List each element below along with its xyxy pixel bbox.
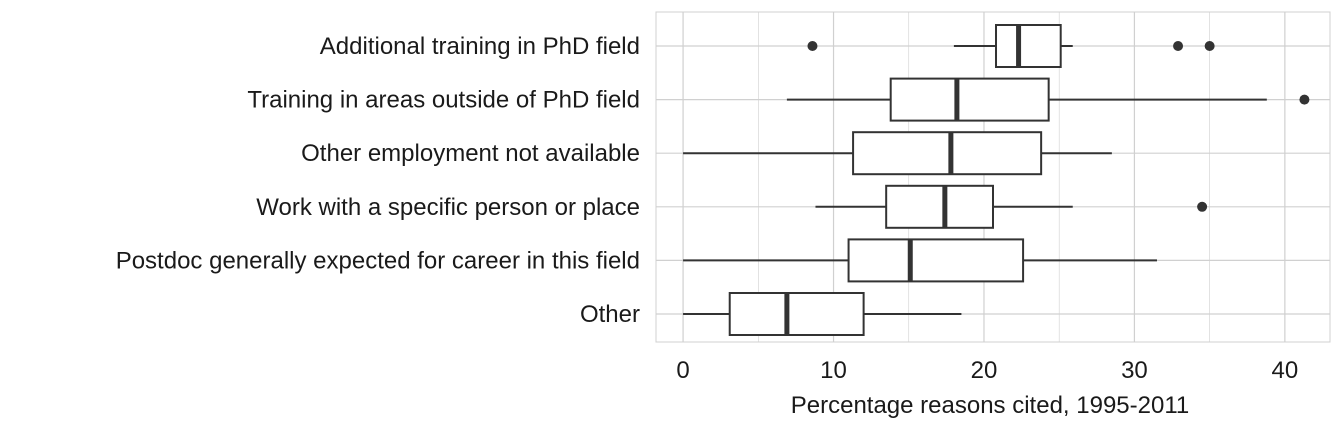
category-label: Work with a specific person or place — [256, 194, 640, 221]
category-labels: Additional training in PhD field Training… — [116, 33, 640, 328]
box-group — [683, 131, 1112, 176]
box-layer — [683, 24, 1310, 336]
box-group — [683, 238, 1157, 283]
outlier-point — [1204, 41, 1215, 51]
x-axis-title: Percentage reasons cited, 1995-2011 — [791, 392, 1190, 419]
outlier-point — [807, 41, 818, 51]
x-tick-label: 10 — [820, 357, 847, 384]
outlier-point — [1173, 41, 1184, 51]
category-label: Other employment not available — [301, 140, 640, 167]
box — [728, 292, 865, 336]
x-tick-label: 0 — [676, 357, 689, 384]
box — [885, 184, 995, 229]
x-tick-label: 20 — [971, 357, 998, 384]
outlier-point — [1299, 94, 1310, 105]
category-label: Postdoc generally expected for career in… — [116, 247, 640, 274]
box-group — [807, 24, 1215, 68]
box — [847, 238, 1025, 283]
box-group — [683, 292, 962, 336]
panel-border — [655, 11, 1331, 343]
box — [889, 77, 1050, 122]
x-tick-label: 40 — [1272, 357, 1299, 384]
x-tick-label: 30 — [1121, 357, 1148, 384]
category-label: Other — [580, 301, 640, 328]
outlier-point — [1197, 201, 1208, 212]
box-group — [815, 184, 1208, 229]
category-label: Additional training in PhD field — [320, 33, 640, 60]
category-label: Training in areas outside of PhD field — [247, 87, 640, 114]
box — [852, 131, 1043, 176]
box — [995, 24, 1062, 68]
box-group — [786, 77, 1310, 122]
x-tick-labels: 0 10 20 30 40 — [676, 357, 1298, 384]
